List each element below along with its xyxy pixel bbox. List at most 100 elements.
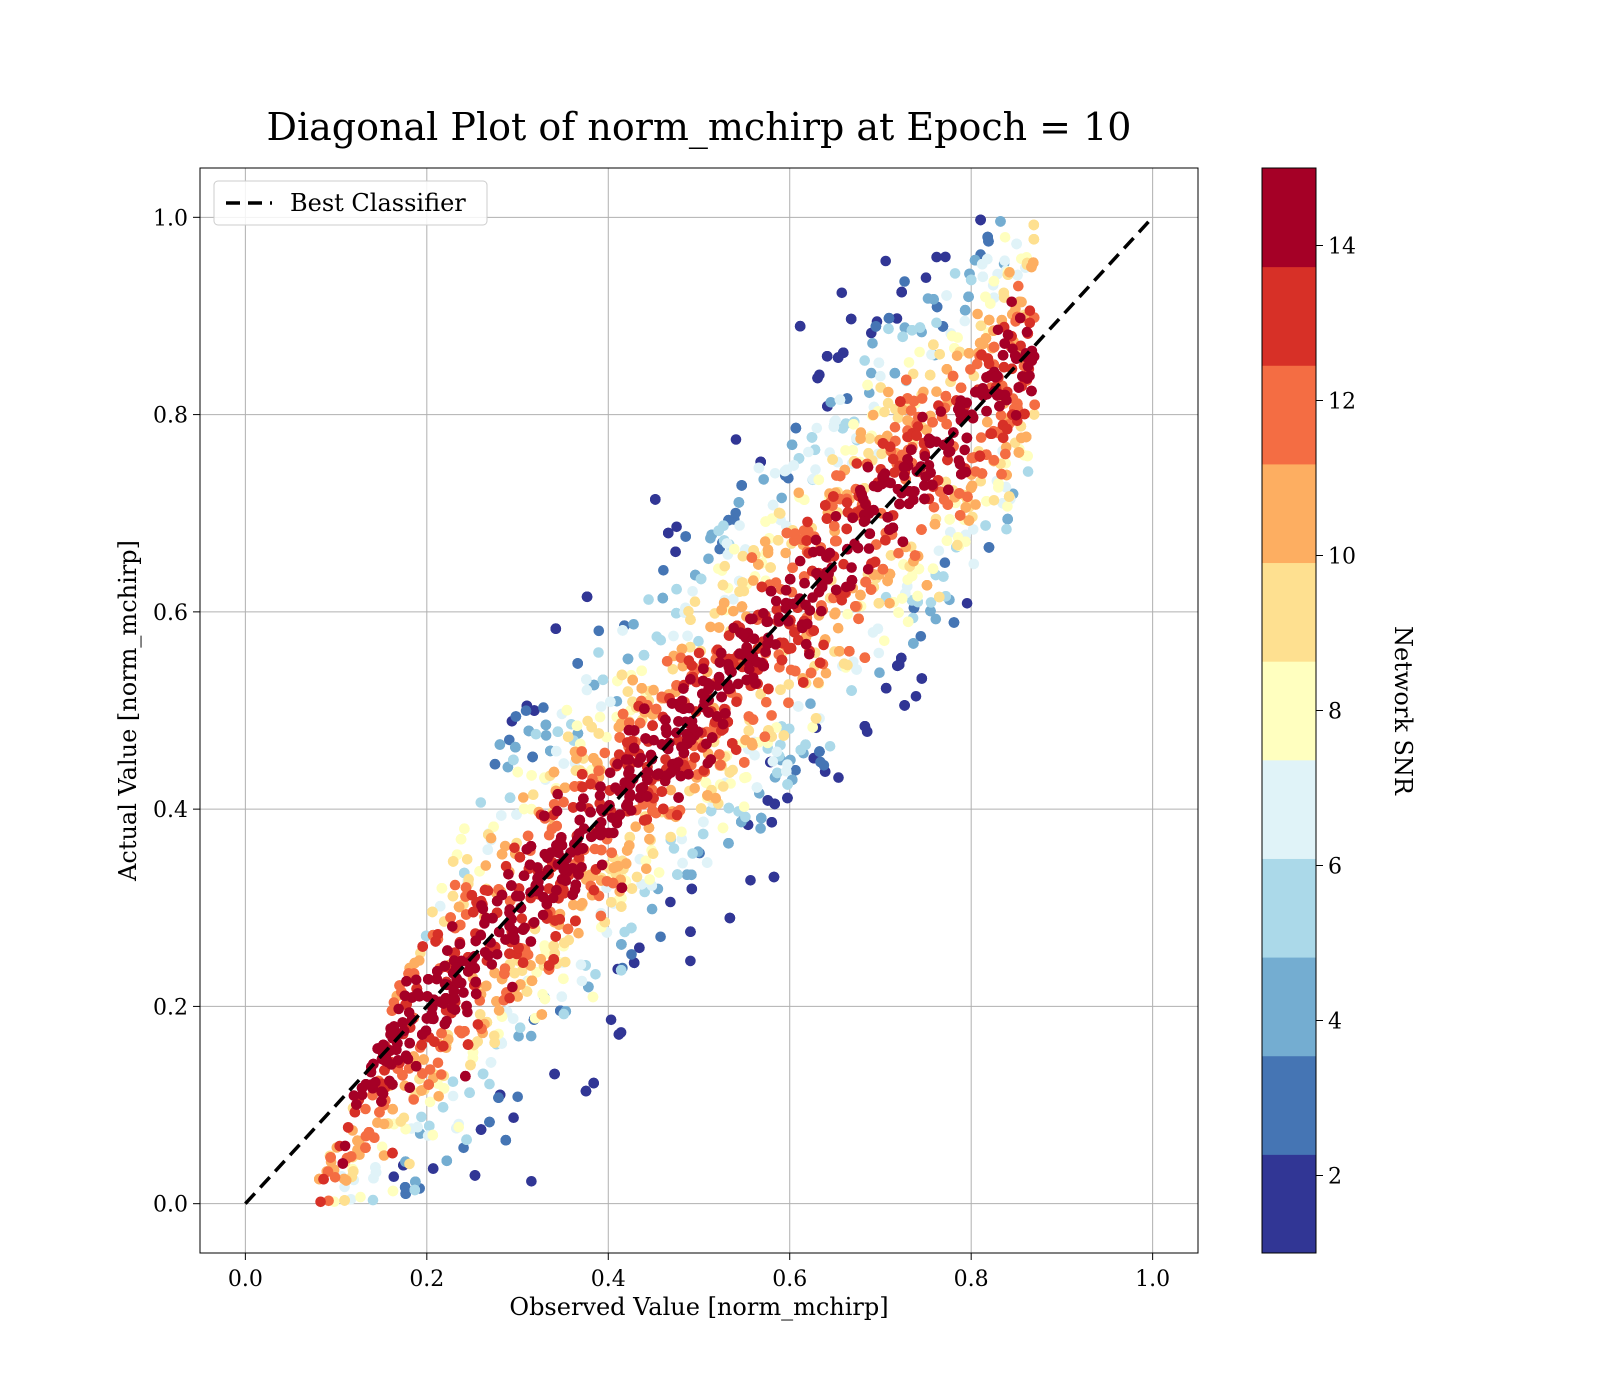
scatter-point bbox=[724, 912, 736, 924]
scatter-point bbox=[516, 913, 528, 924]
scatter-point bbox=[581, 684, 593, 696]
legend-box bbox=[213, 180, 488, 226]
scatter-point bbox=[323, 1195, 334, 1207]
scatter-point bbox=[556, 840, 568, 851]
scatter-point bbox=[753, 462, 765, 474]
colorbar-band bbox=[1262, 759, 1316, 859]
scatter-point bbox=[460, 1070, 471, 1082]
x-tick-label: 1.0 bbox=[1135, 1267, 1170, 1292]
scatter-point bbox=[820, 667, 832, 679]
scatter-point bbox=[997, 432, 1009, 444]
scatter-point bbox=[758, 608, 769, 619]
scatter-point bbox=[562, 731, 574, 743]
scatter-point bbox=[974, 337, 986, 349]
colorbar-band bbox=[1262, 1055, 1316, 1155]
scatter-point bbox=[562, 923, 574, 935]
scatter-point bbox=[594, 790, 606, 801]
scatter-point bbox=[610, 782, 621, 793]
scatter-point bbox=[1001, 523, 1012, 535]
scatter-point bbox=[702, 757, 714, 769]
scatter-point bbox=[847, 512, 858, 524]
scatter-point bbox=[867, 338, 878, 349]
scatter-point bbox=[626, 922, 637, 934]
scatter-point bbox=[818, 639, 829, 651]
scatter-point bbox=[351, 1099, 362, 1110]
scatter-point bbox=[908, 638, 919, 649]
scatter-point bbox=[614, 732, 625, 743]
scatter-point bbox=[550, 623, 562, 634]
scatter-point bbox=[930, 613, 942, 625]
scatter-point bbox=[846, 685, 857, 696]
scatter-point bbox=[738, 801, 750, 812]
scatter-point bbox=[599, 747, 611, 759]
scatter-point bbox=[512, 766, 524, 778]
scatter-point bbox=[916, 673, 928, 684]
scatter-point bbox=[595, 701, 607, 712]
scatter-point bbox=[540, 719, 552, 731]
scatter-point bbox=[345, 1151, 357, 1162]
scatter-point bbox=[504, 792, 516, 803]
scatter-point bbox=[898, 461, 910, 473]
scatter-point bbox=[581, 591, 593, 603]
scatter-point bbox=[1002, 501, 1013, 512]
scatter-point bbox=[489, 758, 501, 770]
scatter-point bbox=[376, 1096, 387, 1107]
scatter-point bbox=[976, 258, 988, 270]
scatter-point bbox=[934, 349, 945, 360]
scatter-point bbox=[658, 565, 669, 576]
scatter-point bbox=[730, 434, 742, 445]
scatter-point bbox=[916, 524, 927, 535]
scatter-point bbox=[656, 786, 668, 797]
scatter-point bbox=[830, 511, 842, 522]
scatter-point bbox=[928, 502, 940, 513]
scatter-point bbox=[576, 746, 587, 757]
scatter-point bbox=[558, 973, 569, 985]
scatter-point bbox=[661, 727, 672, 739]
scatter-point bbox=[988, 341, 1000, 353]
colorbar-tick-label: 8 bbox=[1328, 700, 1342, 725]
scatter-point bbox=[698, 663, 709, 675]
scatter-point bbox=[761, 696, 772, 708]
scatter-point bbox=[527, 751, 538, 763]
scatter-point bbox=[705, 805, 717, 817]
scatter-point bbox=[671, 809, 683, 821]
scatter-point bbox=[525, 1030, 537, 1042]
scatter-point bbox=[577, 781, 588, 793]
scatter-point bbox=[985, 428, 996, 440]
scatter-point bbox=[561, 704, 573, 716]
scatter-point bbox=[472, 1019, 484, 1030]
scatter-point bbox=[802, 526, 814, 537]
scatter-point bbox=[504, 992, 515, 1004]
scatter-point bbox=[504, 734, 515, 746]
scatter-point bbox=[416, 1039, 428, 1051]
scatter-point bbox=[952, 532, 964, 543]
scatter-point bbox=[877, 471, 888, 483]
scatter-point bbox=[755, 823, 766, 834]
scatter-point bbox=[892, 660, 903, 672]
scatter-point bbox=[922, 293, 934, 304]
scatter-point bbox=[1019, 408, 1030, 420]
scatter-point bbox=[666, 698, 678, 709]
scatter-point bbox=[668, 843, 680, 854]
scatter-point bbox=[929, 518, 941, 530]
scatter-point bbox=[928, 339, 939, 351]
colorbar-band bbox=[1262, 957, 1316, 1057]
scatter-point bbox=[676, 826, 687, 838]
scatter-point bbox=[941, 290, 952, 301]
scatter-point bbox=[805, 698, 816, 709]
scatter-point bbox=[605, 696, 616, 708]
scatter-point bbox=[755, 688, 766, 700]
scatter-point bbox=[814, 545, 826, 557]
scatter-point bbox=[810, 464, 821, 475]
scatter-point bbox=[512, 991, 523, 1002]
scatter-point bbox=[387, 1103, 399, 1115]
scatter-point bbox=[438, 1040, 449, 1052]
scatter-point bbox=[942, 454, 953, 466]
scatter-point bbox=[653, 867, 665, 878]
scatter-point bbox=[783, 697, 794, 709]
scatter-point bbox=[484, 1078, 495, 1090]
scatter-point bbox=[1022, 466, 1034, 477]
scatter-point bbox=[745, 613, 756, 625]
scatter-point bbox=[746, 552, 758, 563]
